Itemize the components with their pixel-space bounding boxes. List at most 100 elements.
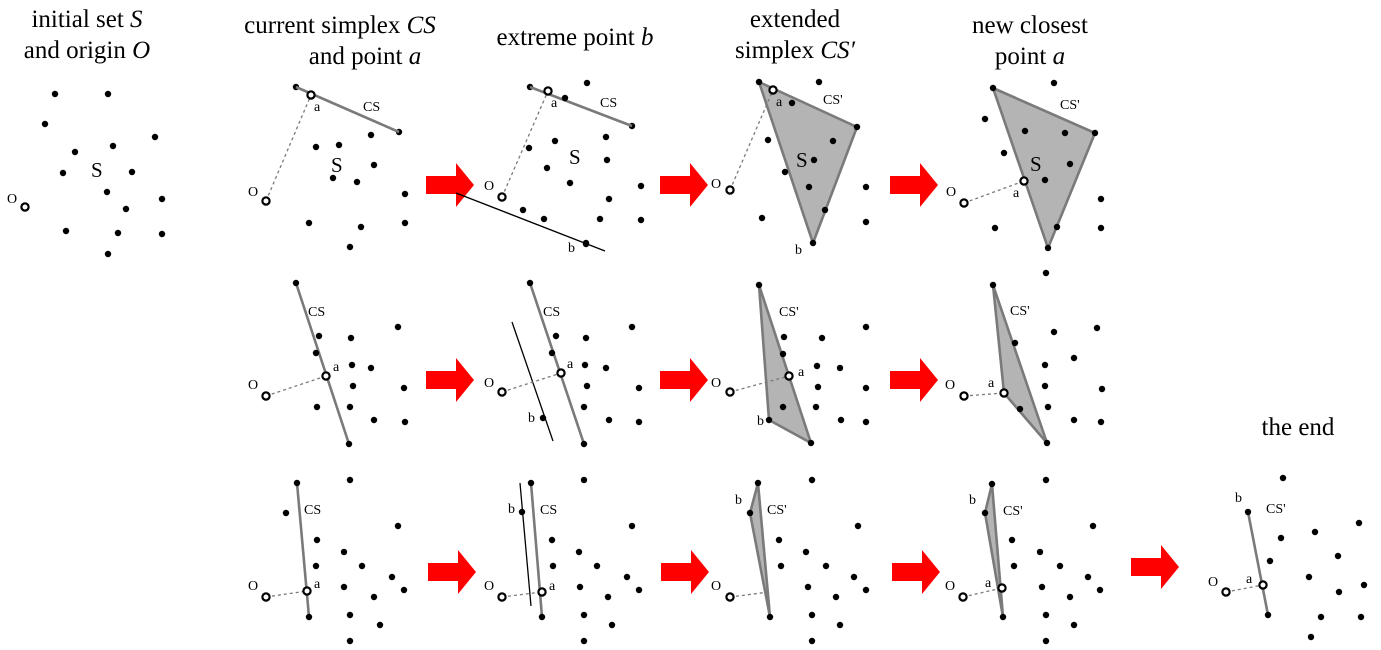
point [346, 403, 354, 411]
point [583, 79, 591, 87]
label-CS: CS [308, 305, 325, 320]
point [815, 78, 823, 86]
point [596, 215, 604, 223]
header-current-simplex: current simplex CS and point a [244, 12, 436, 70]
point [764, 136, 772, 144]
closest-point-a [543, 86, 553, 96]
point [357, 223, 365, 231]
point [394, 323, 402, 331]
point [282, 509, 290, 517]
right-arrow-icon [428, 550, 476, 594]
point [329, 174, 337, 182]
label-b: b [735, 493, 742, 508]
label-CS-prime: CS' [767, 503, 787, 518]
origin-label: O [1208, 575, 1218, 590]
point [315, 332, 323, 340]
point [854, 522, 862, 530]
origin-O [497, 387, 507, 397]
point [605, 195, 613, 203]
point [822, 562, 830, 570]
point [525, 144, 533, 152]
point [1279, 474, 1287, 482]
point [755, 281, 763, 289]
origin-label: O [484, 579, 494, 594]
point [348, 361, 356, 369]
point [766, 613, 774, 621]
label-a: a [551, 96, 558, 111]
point [1317, 613, 1325, 621]
point [1093, 324, 1101, 332]
point [376, 621, 384, 629]
dashed-link [501, 90, 549, 198]
point [1334, 552, 1342, 560]
point [104, 250, 112, 258]
point [802, 548, 810, 556]
point [305, 613, 313, 621]
point [862, 418, 870, 426]
point [862, 183, 870, 191]
point [347, 334, 355, 342]
origin-label: O [7, 192, 17, 207]
right-arrow-icon [890, 358, 938, 402]
point [812, 403, 820, 411]
point [1050, 328, 1058, 336]
point [539, 414, 547, 422]
point [804, 583, 812, 591]
point [62, 227, 70, 235]
point [346, 476, 354, 484]
origin-label: O [711, 579, 721, 594]
origin-label: O [711, 177, 721, 192]
point [604, 593, 612, 601]
extended-simplex [757, 80, 859, 245]
origin-O [725, 387, 735, 397]
point [809, 239, 817, 247]
point [991, 224, 999, 232]
point [566, 179, 574, 187]
point [312, 562, 320, 570]
label-CS: CS [304, 503, 321, 518]
point [583, 382, 591, 390]
point [1335, 588, 1343, 596]
point [1010, 562, 1018, 570]
dashed-link [963, 180, 1025, 204]
right-arrow-icon [426, 163, 474, 207]
point [989, 281, 997, 289]
origin-label: O [711, 376, 721, 391]
point [353, 178, 361, 186]
point [358, 562, 366, 570]
label-a: a [776, 95, 783, 110]
point [862, 586, 870, 594]
point [603, 156, 611, 164]
point [1266, 557, 1274, 565]
point [1098, 385, 1106, 393]
origin-label: O [248, 579, 258, 594]
point [836, 364, 844, 372]
closest-point-a [999, 388, 1009, 398]
point [1097, 195, 1105, 203]
point [853, 123, 861, 131]
right-arrow-icon [660, 358, 708, 402]
point [340, 583, 348, 591]
point [1084, 573, 1092, 581]
origin-O [20, 202, 30, 212]
origin-label: O [484, 179, 494, 194]
point [1097, 224, 1105, 232]
point [805, 183, 813, 191]
point [580, 440, 588, 448]
closest-point-a [1019, 176, 1029, 186]
simplex-edge [1246, 511, 1270, 616]
point [367, 364, 375, 372]
point [807, 439, 815, 447]
origin-O [959, 198, 969, 208]
point [543, 164, 551, 172]
point [540, 215, 548, 223]
label-a: a [1246, 572, 1253, 587]
point [1044, 403, 1052, 411]
point [538, 613, 546, 621]
point [623, 573, 631, 581]
point [582, 334, 590, 342]
point [593, 562, 601, 570]
origin-O [1221, 587, 1231, 597]
point [401, 190, 409, 198]
point [313, 403, 321, 411]
